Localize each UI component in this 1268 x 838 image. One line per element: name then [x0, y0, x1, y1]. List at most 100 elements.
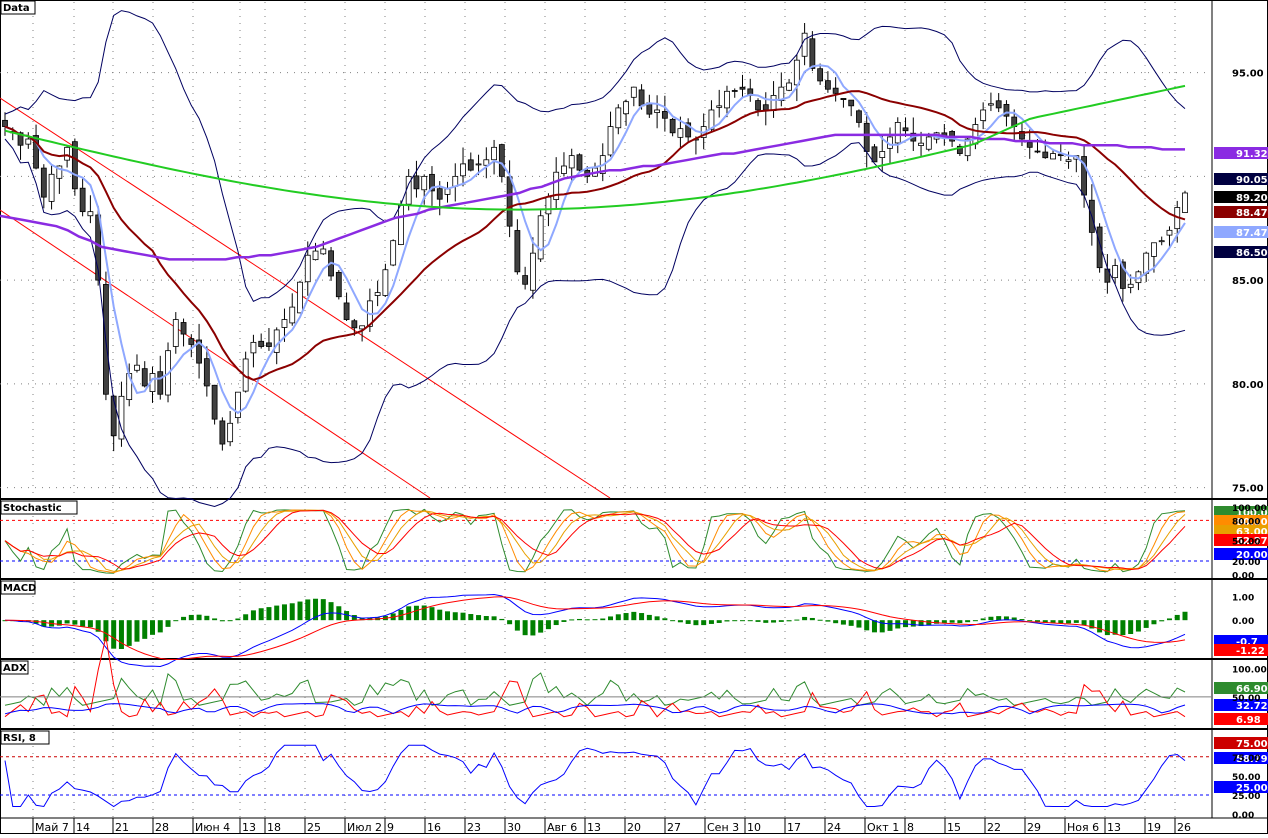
- rsi-value-badge: [1214, 737, 1268, 749]
- time-label: 22: [987, 821, 1001, 834]
- candle-body: [537, 215, 544, 260]
- candle-body: [848, 99, 855, 107]
- candle: [988, 92, 994, 112]
- main-value-badge: [1214, 246, 1268, 258]
- macd-histogram-bar: [802, 616, 808, 621]
- candle-body: [716, 105, 723, 108]
- candle-body: [1166, 229, 1173, 236]
- time-label: 23: [467, 821, 481, 834]
- main-value-badge-text: 91.32: [1236, 149, 1268, 160]
- macd-histogram-bar: [864, 620, 870, 631]
- candle: [390, 239, 397, 267]
- adx-tick-label: 50.00: [1232, 694, 1260, 704]
- macd-histogram-bar: [677, 620, 683, 623]
- macd-histogram-bar: [204, 615, 210, 621]
- macd-histogram-bar: [778, 620, 784, 622]
- candle: [1096, 223, 1103, 273]
- macd-histogram-bar: [80, 620, 86, 627]
- rsi-tick-label: 75.00: [1232, 754, 1260, 764]
- candle-body: [972, 124, 979, 145]
- macd-histogram-bar: [344, 611, 350, 621]
- candle: [607, 111, 614, 157]
- rsi-value-badge-text: 25.00: [1236, 783, 1268, 794]
- main-value-badge-text: 88.47: [1236, 208, 1268, 219]
- time-label: 17: [787, 821, 801, 834]
- candle-body: [529, 252, 536, 291]
- time-label: 29: [1027, 821, 1041, 834]
- candle-body: [840, 98, 847, 101]
- time-label: Сен 3: [707, 821, 739, 834]
- candle: [33, 124, 39, 170]
- candle-body: [250, 341, 257, 354]
- candle-body: [506, 176, 513, 227]
- stoch-value-badge-text: 52.27: [1236, 536, 1268, 547]
- candle-body: [545, 196, 552, 215]
- main-value-badge: [1214, 226, 1268, 238]
- macd-histogram-bar: [879, 620, 885, 633]
- adx-title-box: [0, 660, 29, 675]
- stoch-tick-label: 20.00: [1232, 558, 1260, 568]
- macd-histogram-bar: [413, 605, 419, 621]
- candle-body: [615, 107, 622, 129]
- candle: [553, 157, 560, 210]
- stoch-value-badge: [1214, 534, 1268, 546]
- candle: [793, 54, 800, 102]
- candle-body: [475, 163, 482, 166]
- candle: [250, 334, 257, 368]
- macd-histogram-bar: [988, 616, 994, 621]
- candle-body: [118, 395, 125, 440]
- candle-body: [793, 59, 800, 86]
- rsi-separator: [0, 728, 1268, 730]
- macd-histogram-bar: [1089, 620, 1095, 629]
- macd-histogram-bar: [848, 620, 854, 626]
- macd-histogram-bar: [258, 608, 264, 621]
- candle-body: [623, 101, 629, 115]
- candle: [809, 31, 816, 72]
- candle: [902, 117, 909, 137]
- candle-body: [157, 371, 164, 395]
- macd-histogram-bar: [1035, 620, 1040, 622]
- time-label: 8: [907, 821, 914, 834]
- candle: [840, 98, 847, 108]
- price-tick-label: 80.00: [1232, 380, 1264, 391]
- stoch-separator: [0, 498, 1268, 500]
- candle-body: [980, 109, 987, 121]
- macd-separator: [0, 578, 1268, 580]
- candle-body: [817, 68, 824, 82]
- candle-body: [203, 358, 210, 387]
- bollinger-lower: [4, 138, 1186, 508]
- macd-histogram-bar: [871, 620, 877, 633]
- macd-histogram-bar: [1128, 620, 1134, 635]
- candle: [87, 195, 94, 224]
- time-label: Июн 4: [195, 821, 230, 834]
- candle: [413, 160, 420, 198]
- macd-signal-line: [5, 596, 1186, 660]
- candle-body: [1127, 283, 1134, 288]
- candle-body: [460, 163, 466, 177]
- candle-body: [561, 165, 567, 174]
- candle: [141, 361, 148, 388]
- macd-histogram-bar: [219, 620, 225, 622]
- candle-body: [956, 145, 963, 154]
- macd-histogram-bar: [747, 620, 753, 622]
- macd-histogram-bar: [949, 620, 955, 623]
- candle: [980, 102, 987, 130]
- stoch-line-signal: [4, 509, 1186, 571]
- candle: [172, 312, 179, 354]
- macd-histogram-bar: [111, 620, 117, 649]
- macd-histogram-bar: [188, 614, 194, 621]
- candle-body: [1065, 159, 1072, 162]
- macd-histogram-bar: [1143, 620, 1149, 628]
- macd-histogram-bar: [996, 616, 1002, 621]
- macd-histogram-bar: [608, 616, 614, 621]
- stoch-line-slow: [4, 509, 1186, 572]
- candle: [685, 118, 692, 143]
- candle: [266, 327, 272, 351]
- candle-body: [382, 269, 389, 296]
- macd-histogram-bar: [856, 620, 862, 628]
- candle: [1158, 236, 1165, 246]
- macd-histogram-bar: [328, 602, 334, 621]
- macd-histogram-bar: [157, 620, 163, 633]
